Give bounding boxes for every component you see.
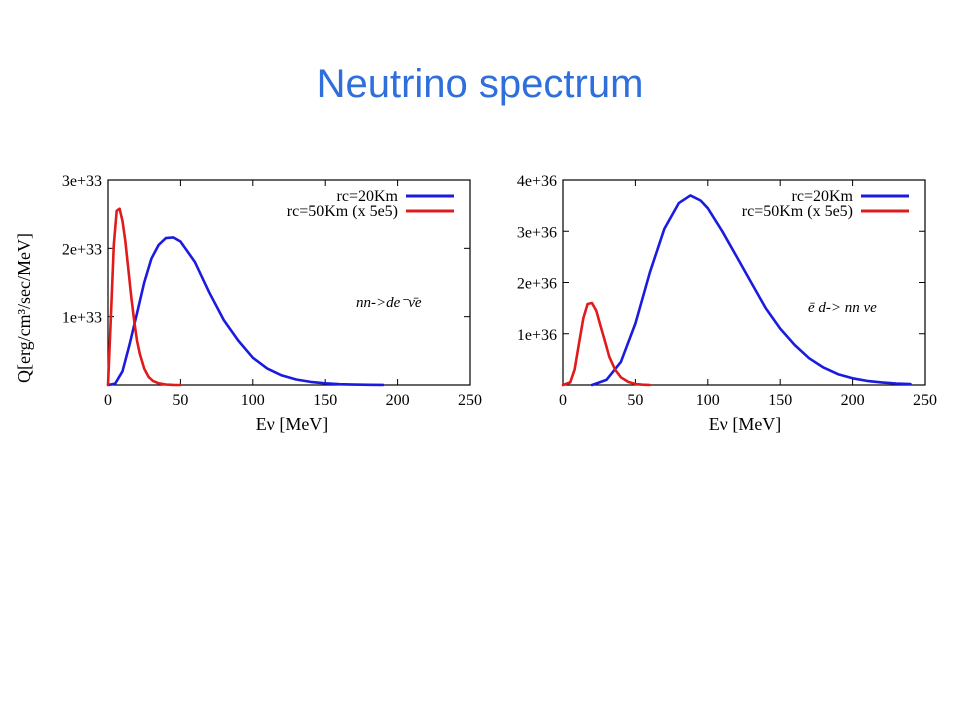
y-tick-label: 2e+36 (517, 276, 557, 293)
series-line-rc20 (592, 195, 911, 385)
y-tick-label: 2e+33 (62, 241, 102, 258)
y-tick-label: 4e+36 (517, 173, 557, 190)
reaction-annotation: nn->de⁻ν̄e (356, 295, 422, 311)
reaction-annotation: ē d-> nn νe (808, 300, 877, 316)
legend-label: rc=50Km (x 5e5) (742, 203, 853, 220)
x-tick-label: 0 (559, 392, 567, 409)
x-tick-label: 150 (313, 392, 337, 409)
x-tick-label: 50 (172, 392, 188, 409)
x-axis-label: Eν [MeV] (709, 414, 782, 434)
x-tick-label: 100 (696, 392, 720, 409)
x-tick-label: 250 (458, 392, 482, 409)
slide-title: Neutrino spectrum (0, 62, 960, 107)
legend-label: rc=50Km (x 5e5) (287, 203, 398, 220)
y-axis-label: Q[erg/cm³/sec/MeV] (14, 233, 34, 383)
y-tick-label: 3e+33 (62, 173, 102, 190)
x-tick-label: 200 (386, 392, 410, 409)
x-axis-label: Eν [MeV] (256, 414, 329, 434)
series-line-rc20 (108, 237, 383, 385)
series-line-rc50 (108, 209, 180, 385)
y-tick-label: 3e+36 (517, 224, 557, 241)
y-tick-label: 1e+36 (517, 327, 557, 344)
x-tick-label: 250 (913, 392, 937, 409)
x-tick-label: 150 (768, 392, 792, 409)
x-tick-label: 0 (104, 392, 112, 409)
x-tick-label: 200 (841, 392, 865, 409)
right-chart: Eν [MeV] ē d-> nn νe 0 50 100 150 200 250 1e+… (490, 150, 955, 440)
y-tick-label: 1e+33 (62, 310, 102, 327)
x-tick-label: 50 (627, 392, 643, 409)
x-tick-label: 100 (241, 392, 265, 409)
left-chart: Q[erg/cm³/sec/MeV] Eν [MeV] nn->de⁻ν̄e 0… (0, 150, 490, 440)
